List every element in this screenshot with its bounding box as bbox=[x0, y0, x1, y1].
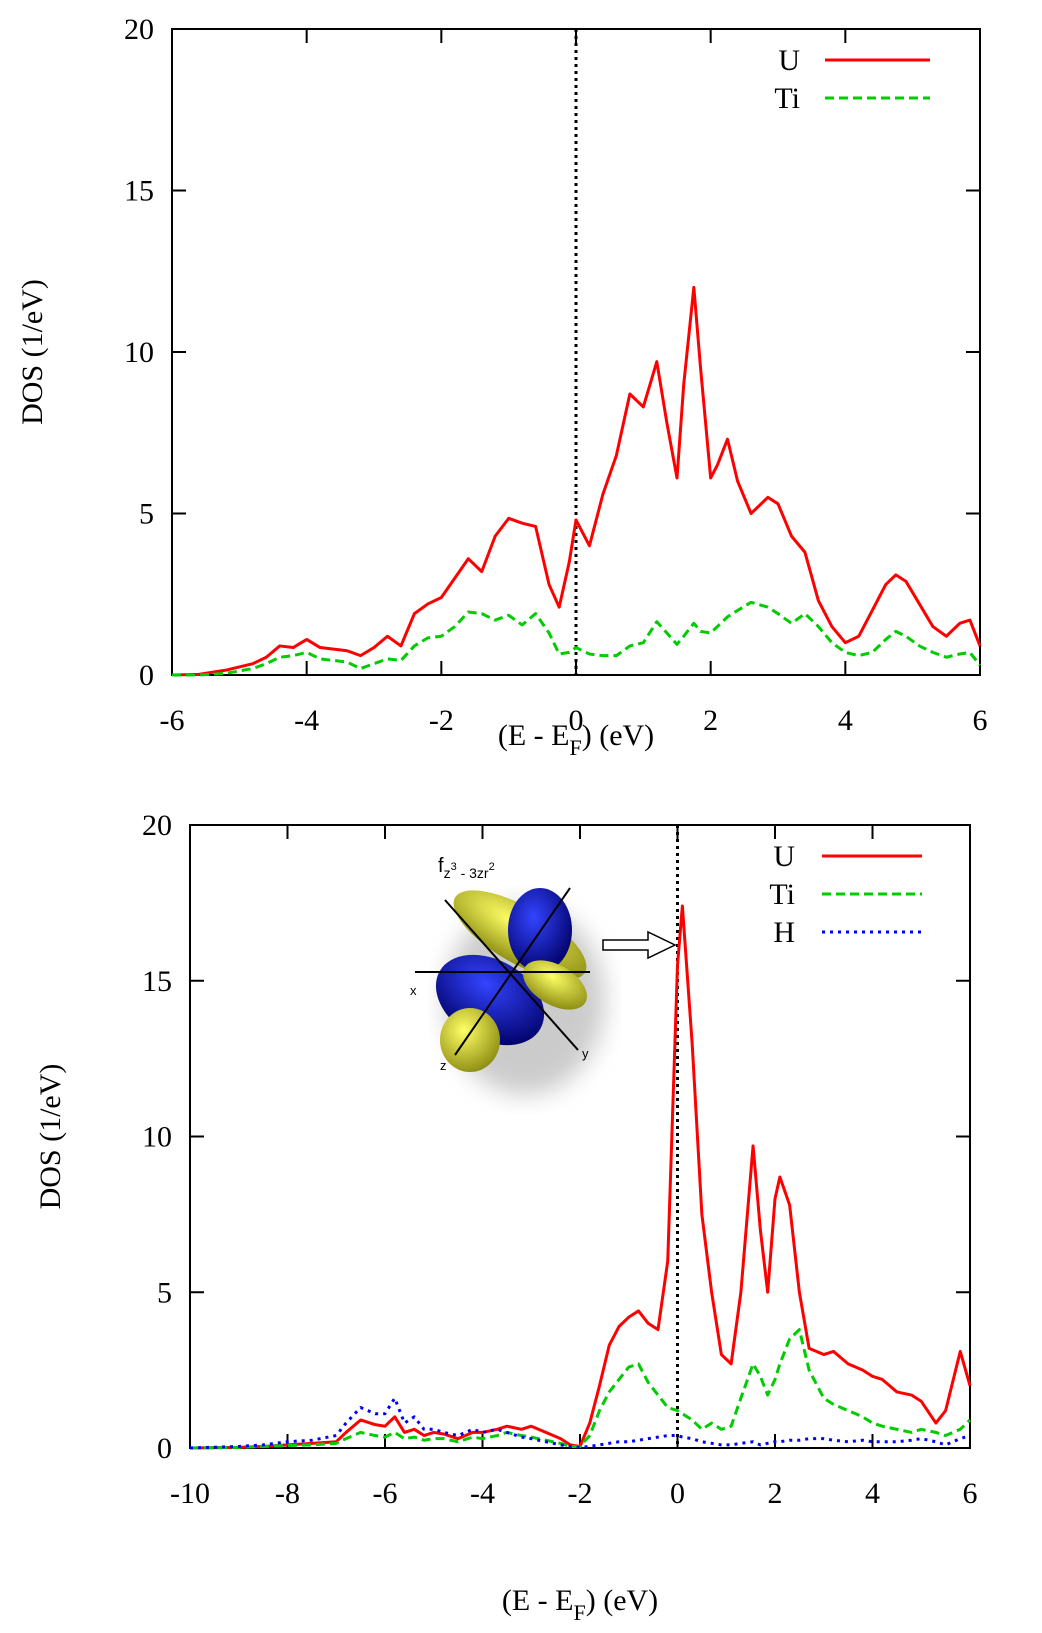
plot-frame bbox=[189, 824, 971, 1449]
y-tick-label: 5 bbox=[139, 498, 154, 531]
x-tick-label: 6 bbox=[963, 1477, 978, 1510]
x-tick-label: 6 bbox=[973, 704, 988, 737]
data-line bbox=[189, 1328, 972, 1450]
y-axis-label: DOS (1/eV) bbox=[34, 1064, 67, 1210]
x-tick-label: -2 bbox=[429, 704, 454, 737]
x-tick-label: -2 bbox=[568, 1477, 593, 1510]
x-axis-label-part: F bbox=[573, 1600, 585, 1625]
legend-label: U bbox=[773, 840, 795, 873]
y-tick-label: 15 bbox=[124, 175, 154, 208]
y-tick-label: 10 bbox=[124, 336, 154, 369]
x-tick-label: 2 bbox=[703, 704, 718, 737]
inset-axis-label: y bbox=[582, 1046, 589, 1061]
orbital-label-part: - 3zr bbox=[457, 865, 489, 881]
y-tick-label: 20 bbox=[124, 13, 154, 46]
orbital-label-part: f bbox=[438, 855, 444, 877]
inset-axis-label: x bbox=[410, 983, 417, 998]
x-tick-label: -6 bbox=[373, 1477, 398, 1510]
x-axis-label-part: F bbox=[569, 735, 581, 760]
legend-label: Ti bbox=[769, 878, 795, 911]
x-axis-label: (E - EF) (eV) bbox=[502, 1584, 658, 1625]
y-axis-label: DOS (1/eV) bbox=[16, 279, 49, 425]
x-axis-label-part: ) (eV) bbox=[582, 719, 654, 752]
axis-line bbox=[454, 887, 571, 1056]
x-tick-label: 2 bbox=[768, 1477, 783, 1510]
legend-label: H bbox=[773, 916, 795, 949]
orbital-label-part: 3 bbox=[451, 861, 457, 873]
x-tick-label: 0 bbox=[670, 1477, 685, 1510]
y-tick-label: 20 bbox=[142, 809, 172, 842]
orbital-inset bbox=[415, 887, 677, 1095]
y-tick-label: 0 bbox=[139, 659, 154, 692]
x-axis-label-part: ) (eV) bbox=[586, 1584, 658, 1617]
lobe bbox=[440, 1008, 500, 1072]
y-tick-label: 5 bbox=[157, 1276, 172, 1309]
x-tick-label: -8 bbox=[275, 1477, 300, 1510]
inset-axis-label: z bbox=[440, 1058, 447, 1073]
y-tick-label: 15 bbox=[142, 965, 172, 998]
data-line bbox=[172, 600, 982, 677]
legend-label: Ti bbox=[774, 82, 800, 115]
data-line bbox=[189, 1396, 971, 1450]
data-line bbox=[171, 285, 982, 677]
x-tick-label: 4 bbox=[838, 704, 853, 737]
x-axis-label: (E - EF) (eV) bbox=[498, 719, 654, 760]
x-tick-label: -10 bbox=[170, 1477, 210, 1510]
x-axis-label-part: (E - E bbox=[502, 1584, 574, 1617]
orbital-label-part: z bbox=[444, 865, 451, 881]
arrow bbox=[602, 930, 677, 960]
y-tick-label: 10 bbox=[142, 1121, 172, 1154]
x-tick-label: -4 bbox=[470, 1477, 495, 1510]
legend-label: U bbox=[778, 44, 800, 77]
orbital-label-part: 2 bbox=[489, 861, 495, 873]
orbital-label: fz3 - 3zr2 bbox=[438, 855, 495, 881]
x-tick-label: 0 bbox=[569, 704, 584, 737]
x-tick-label: -6 bbox=[160, 704, 185, 737]
y-tick-label: 0 bbox=[157, 1432, 172, 1465]
axis-line bbox=[444, 899, 579, 1051]
x-tick-label: 4 bbox=[865, 1477, 880, 1510]
x-axis-label-part: (E - E bbox=[498, 719, 570, 752]
x-tick-label: -4 bbox=[294, 704, 319, 737]
data-line bbox=[189, 904, 972, 1450]
